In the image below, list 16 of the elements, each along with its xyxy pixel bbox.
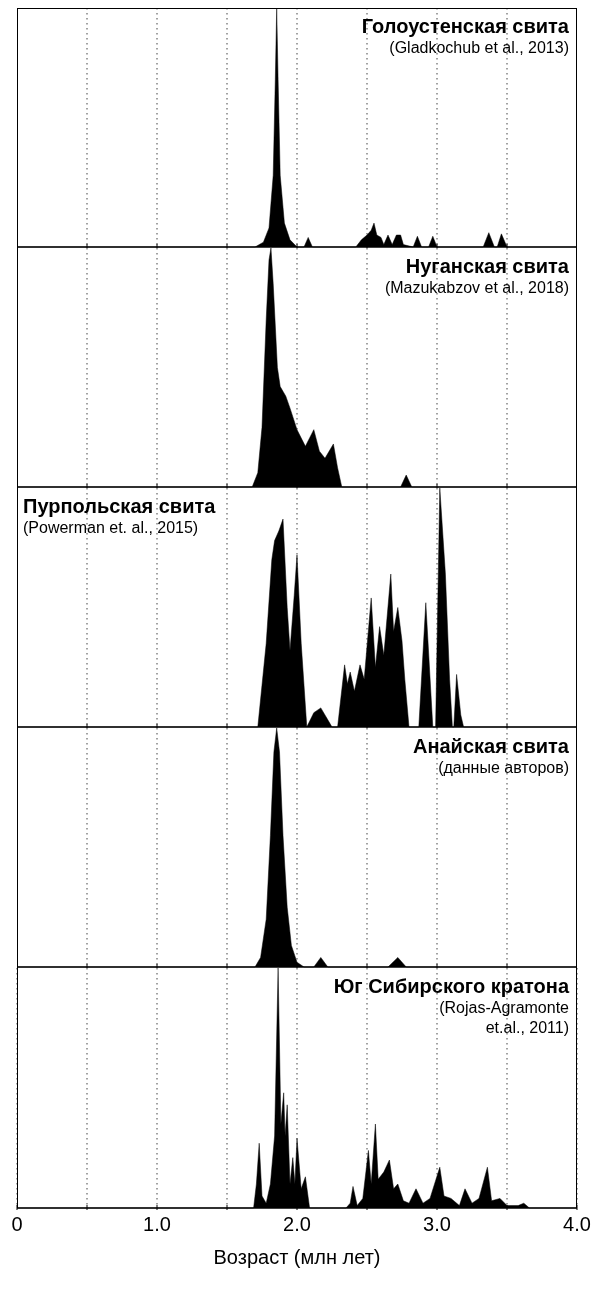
chart-title: Нуганская свита: [404, 254, 569, 278]
text: (Mazukabzov et al., 2018): [384, 278, 569, 298]
x-tick-label: 3.0: [422, 1212, 452, 1236]
text: (Rojas-Agramonte et.al., 2011): [438, 998, 569, 1038]
x-axis-title: Возраст (млн лет): [212, 1246, 382, 1269]
text: (Gladkochub et al., 2013): [388, 38, 569, 58]
x-tick-label: 2.0: [282, 1212, 312, 1236]
text: (Powerman et. al., 2015): [23, 518, 200, 538]
text: (данные авторов): [437, 758, 569, 778]
x-tick-label: 4.0: [562, 1212, 592, 1236]
chart-title: Анайская свита: [412, 734, 569, 758]
x-tick-label: 1.0: [142, 1212, 172, 1236]
chart-title: Юг Сибирского кратона: [333, 974, 569, 998]
chart-title: Пурпольская свита: [23, 494, 216, 518]
x-tick-label: 0: [10, 1212, 24, 1236]
chart-title: Голоустенская свита: [361, 14, 569, 38]
